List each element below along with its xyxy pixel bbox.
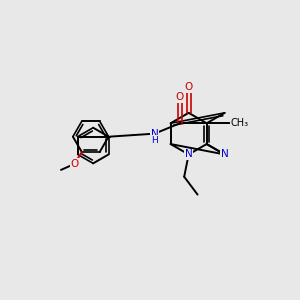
Text: CH₃: CH₃ xyxy=(230,118,248,128)
Text: O: O xyxy=(70,159,79,169)
Text: H: H xyxy=(151,136,158,145)
Text: O: O xyxy=(184,82,193,92)
Text: N: N xyxy=(185,149,193,160)
Text: O: O xyxy=(176,92,184,102)
Text: N: N xyxy=(151,129,158,139)
Text: N: N xyxy=(221,149,229,160)
